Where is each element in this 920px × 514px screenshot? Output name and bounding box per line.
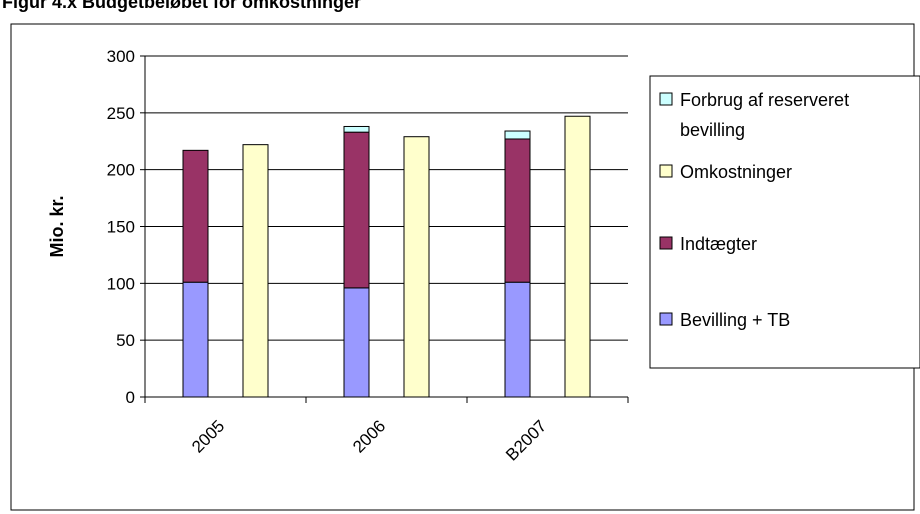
y-tick-label: 0 xyxy=(126,388,135,407)
legend-label: Omkostninger xyxy=(680,162,792,182)
legend-label: Indtægter xyxy=(680,234,757,254)
bar-forbrug-af-reserveret-bevilling xyxy=(504,130,531,140)
legend-swatch xyxy=(659,312,673,326)
bar-forbrug-af-reserveret-bevilling xyxy=(343,125,370,133)
legend-swatch xyxy=(659,236,673,250)
bar-bevilling-tb xyxy=(343,287,370,398)
legend: Forbrug af reserveret bevilling Omkostning… xyxy=(649,75,920,369)
legend-box xyxy=(649,75,920,369)
y-tick-label: 200 xyxy=(107,161,135,180)
bar-omkostninger xyxy=(242,144,269,398)
y-tick-label: 50 xyxy=(116,331,135,350)
y-tick-label: 300 xyxy=(107,47,135,66)
legend-label: Bevilling + TB xyxy=(680,310,790,330)
bar-omkostninger xyxy=(403,136,430,398)
y-tick-label: 100 xyxy=(107,274,135,293)
bar-indt-gter xyxy=(504,138,531,283)
legend-label: bevilling xyxy=(680,120,745,140)
bar-bevilling-tb xyxy=(504,281,531,398)
bar-indt-gter xyxy=(343,131,370,289)
legend-swatch xyxy=(659,164,673,178)
y-tick-label: 150 xyxy=(107,218,135,237)
bar-indt-gter xyxy=(182,149,209,283)
bar-bevilling-tb xyxy=(182,281,209,398)
legend-swatch xyxy=(659,92,673,106)
legend-label: Forbrug af reserveret xyxy=(680,90,849,110)
y-axis-title: Mio. kr. xyxy=(47,195,67,257)
chart-title: Figur 4.x Budgetbeløbet for omkostninger xyxy=(2,0,361,12)
bar-omkostninger xyxy=(564,115,591,398)
y-tick-label: 250 xyxy=(107,104,135,123)
